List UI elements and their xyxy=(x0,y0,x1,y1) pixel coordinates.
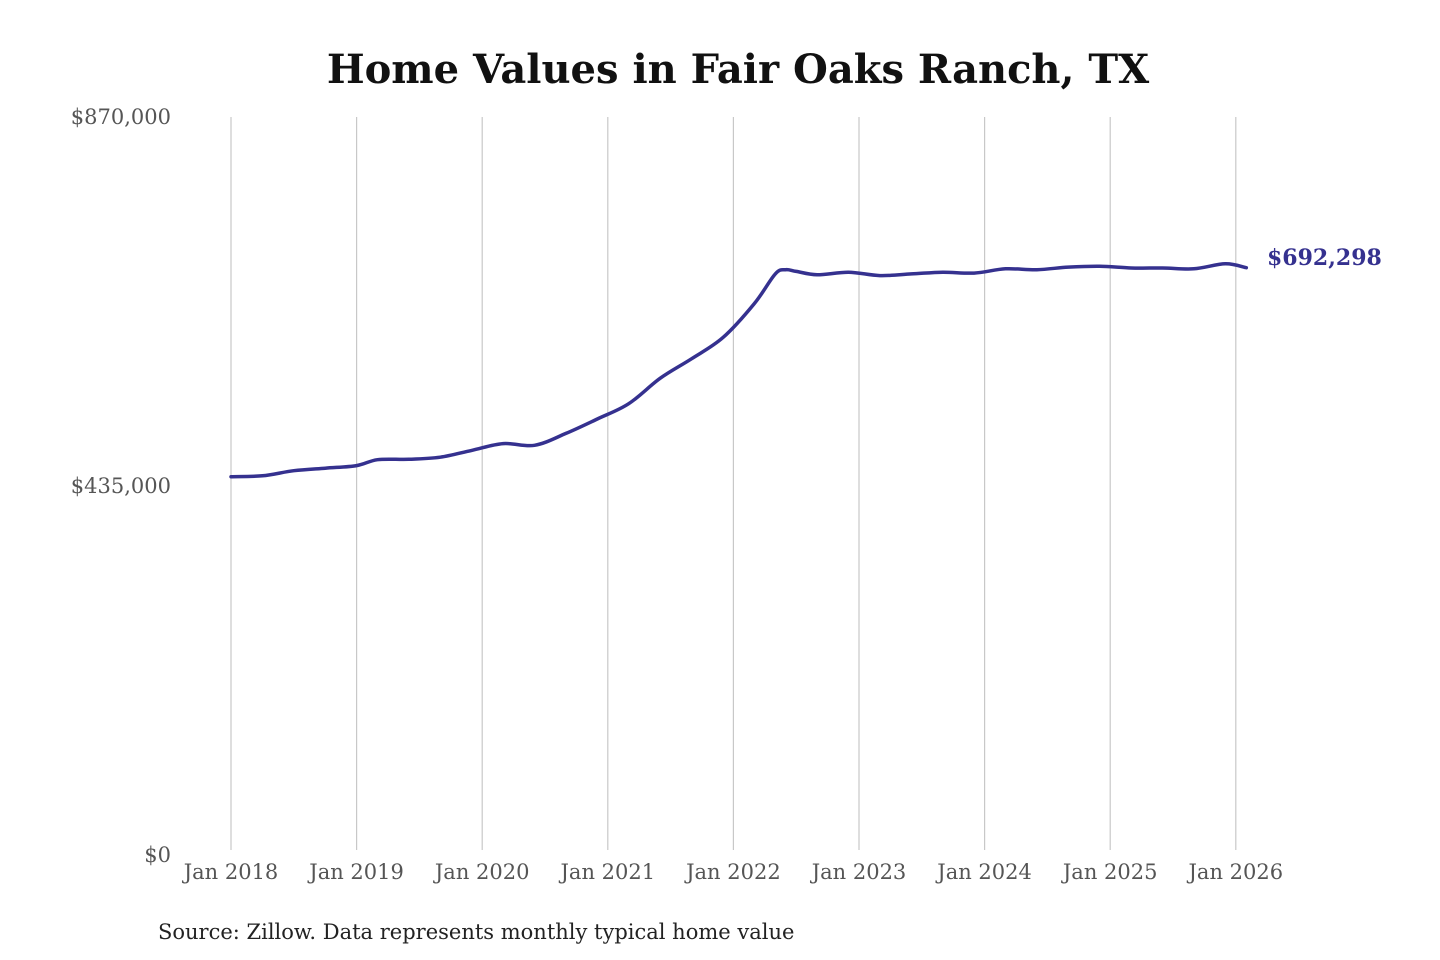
end-value-label: $692,298 xyxy=(1267,245,1382,271)
gridlines xyxy=(230,117,1237,850)
y-tick-label: $0 xyxy=(144,843,171,867)
source-note: Source: Zillow. Data represents monthly … xyxy=(158,920,794,944)
x-tick-label: Jan 2023 xyxy=(810,860,907,884)
x-axis: Jan 2018 Jan 2019 Jan 2020 Jan 2021 Jan 2022… xyxy=(182,860,1283,884)
x-tick-label: Jan 2025 xyxy=(1061,860,1158,884)
x-tick-label: Jan 2026 xyxy=(1187,860,1284,884)
x-tick-label: Jan 2019 xyxy=(307,860,404,884)
x-tick-label: Jan 2021 xyxy=(559,860,656,884)
y-axis: $0 $435,000 $870,000 xyxy=(71,105,171,867)
chart-title: Home Values in Fair Oaks Ranch, TX xyxy=(327,46,1149,93)
x-tick-label: Jan 2020 xyxy=(433,860,530,884)
y-tick-label: $870,000 xyxy=(71,105,171,129)
y-tick-label: $435,000 xyxy=(71,474,171,498)
x-tick-label: Jan 2022 xyxy=(684,860,781,884)
x-tick-label: Jan 2024 xyxy=(935,860,1032,884)
x-tick-label: Jan 2018 xyxy=(182,860,279,884)
series-line xyxy=(229,262,1249,479)
